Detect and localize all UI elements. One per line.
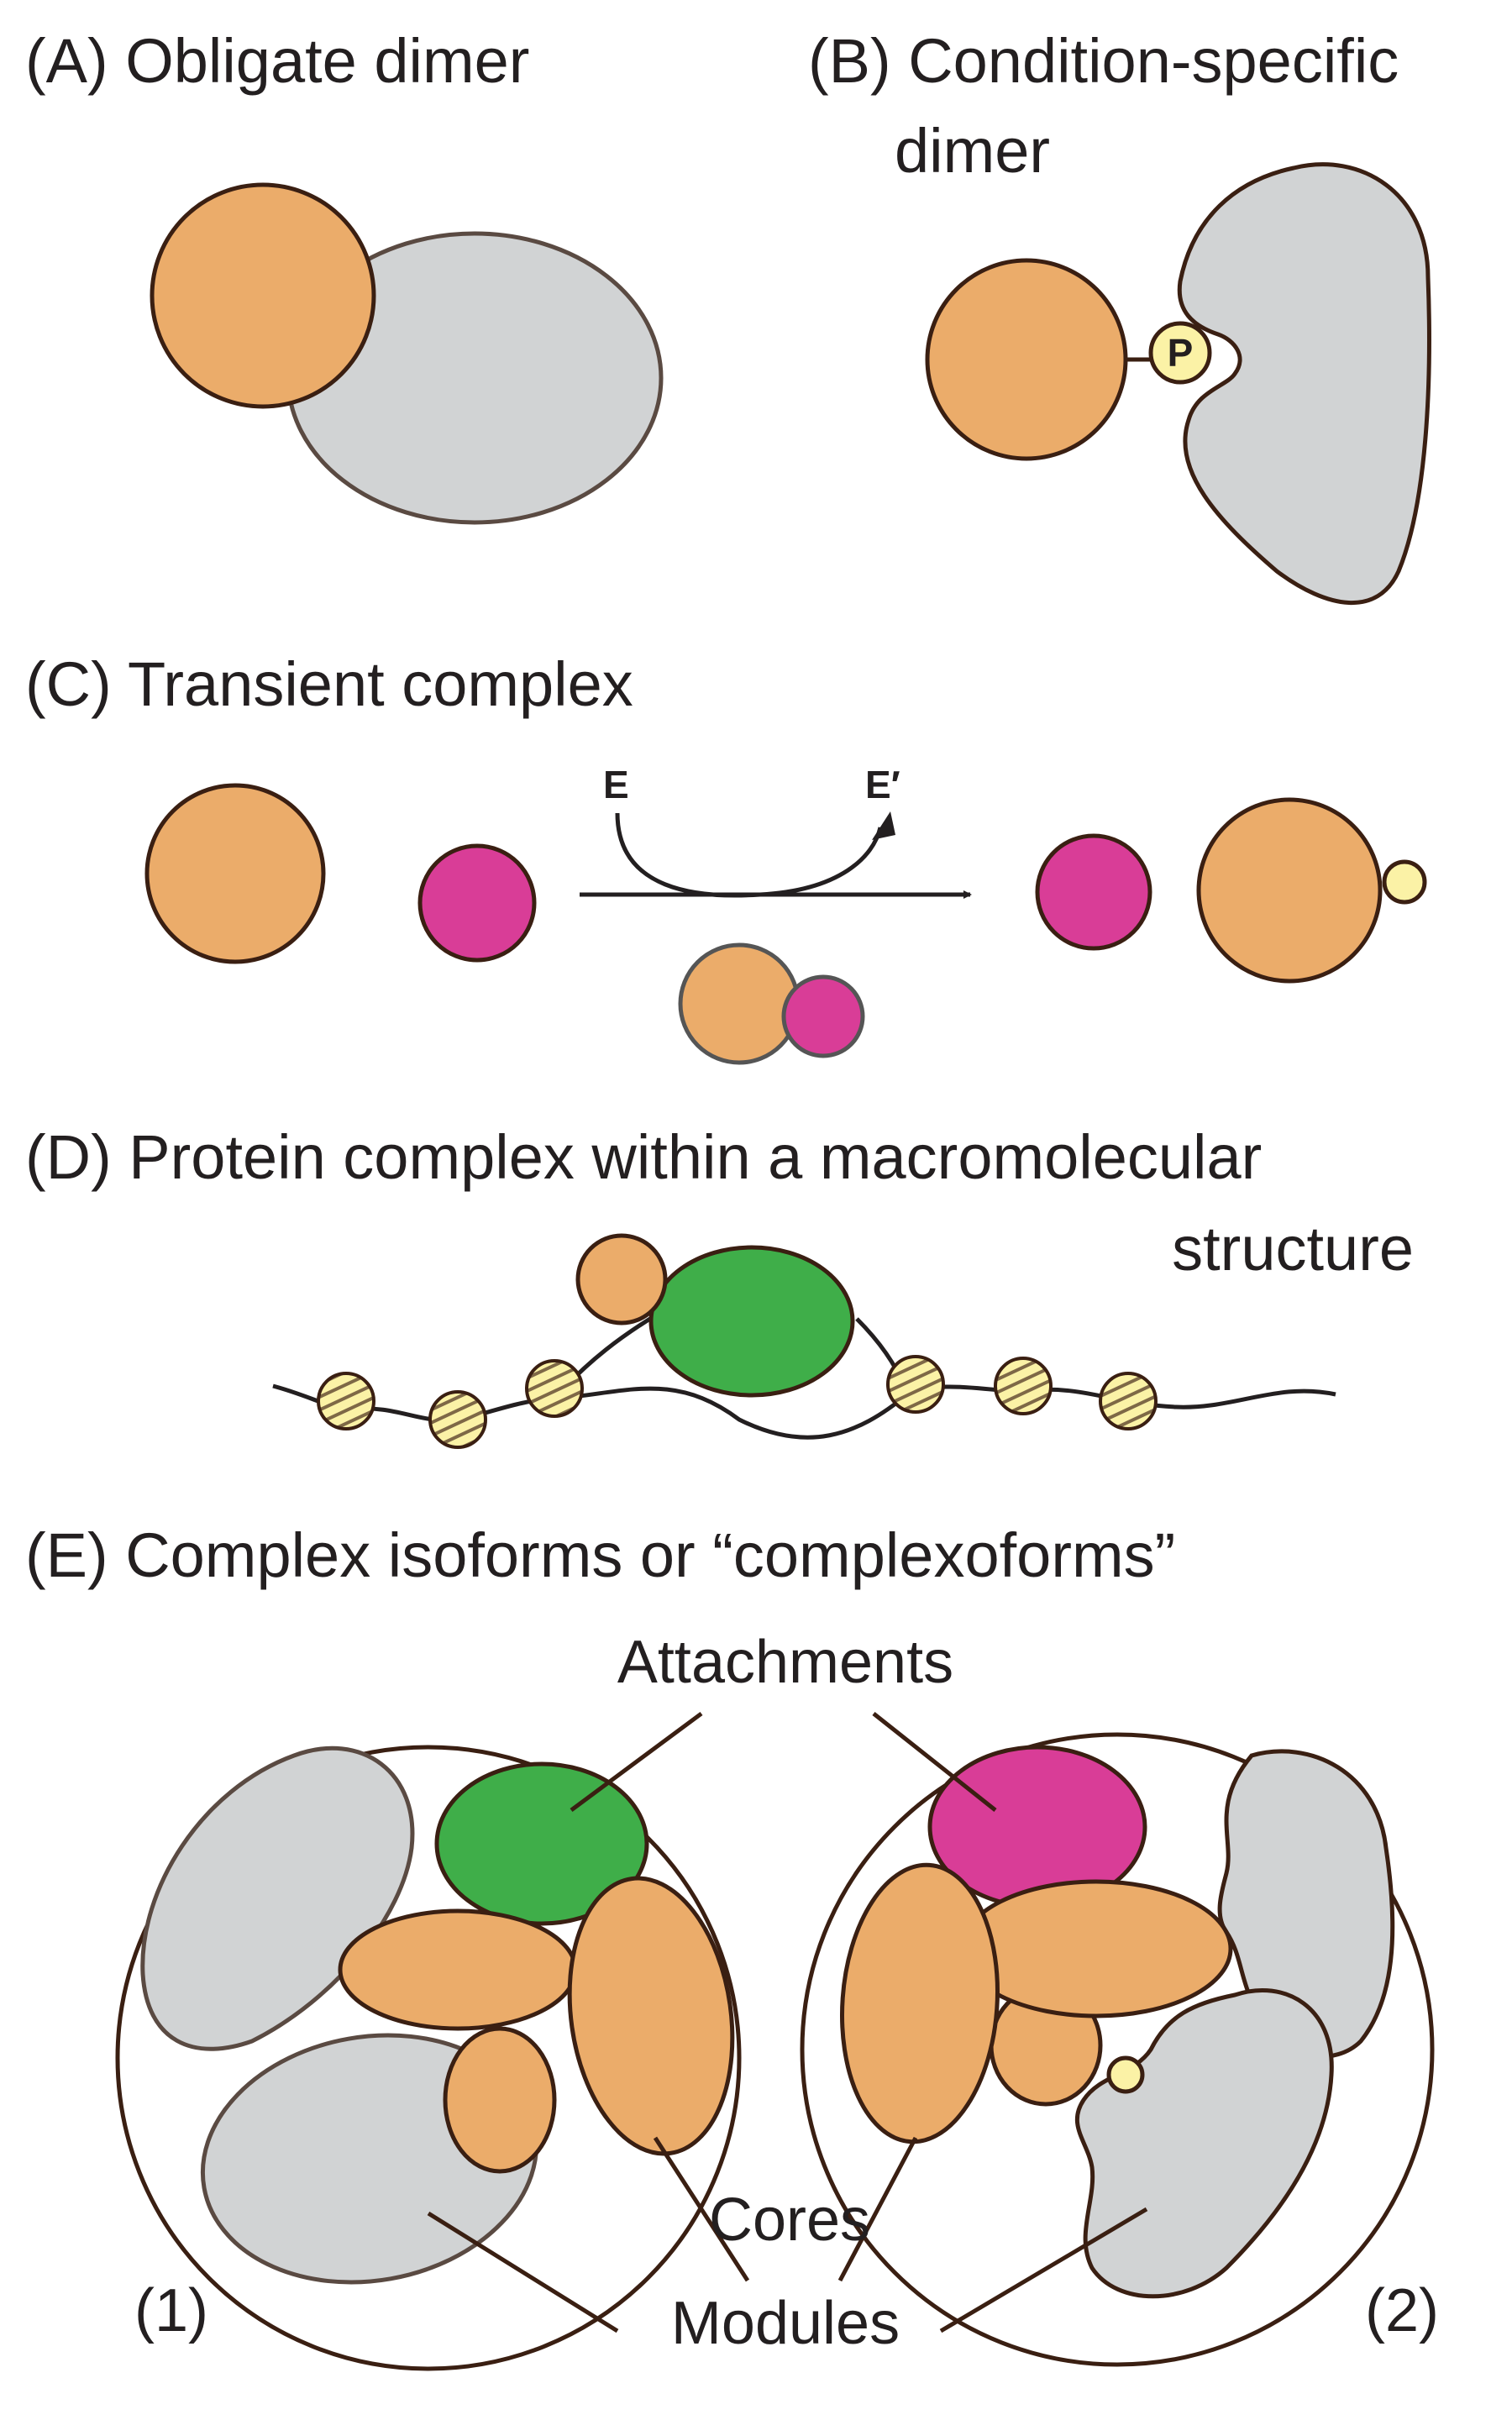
- phosphate-group: [1148, 321, 1212, 385]
- complex-magenta-protein: [781, 974, 865, 1058]
- green-protein: [648, 1245, 855, 1398]
- orange-core: [443, 2026, 557, 2174]
- phosphate-label: P: [1168, 331, 1194, 375]
- orange-protein: [144, 783, 326, 964]
- cores-pointer-2: [837, 2136, 918, 2282]
- phosphate-group: [1382, 859, 1427, 905]
- gray-module: [140, 1745, 415, 2051]
- complexoform-1: (1): [115, 1745, 742, 2371]
- nucleosome: [886, 1355, 945, 1414]
- modules-pointer-1: [427, 2211, 619, 2333]
- nucleosome: [525, 1359, 584, 1418]
- nucleosome: [994, 1357, 1053, 1415]
- panel-b-title-line1: (B) Condition-specific: [808, 26, 1399, 96]
- cores-label: Cores: [709, 2186, 870, 2254]
- orange-core: [959, 1879, 1233, 2018]
- modules-label: Modules: [671, 2290, 900, 2357]
- panel-a: (A) Obligate dimer: [25, 26, 664, 525]
- panel-b: (B) Condition-specific dimer P: [808, 26, 1431, 606]
- orange-protein: [925, 258, 1128, 461]
- complex-orange-protein: [678, 942, 801, 1065]
- attachments-pointer-2: [872, 1712, 997, 1812]
- nucleosome: [428, 1390, 487, 1449]
- nucleosome: [1099, 1372, 1158, 1430]
- orange-protein: [150, 182, 376, 409]
- orange-core: [840, 1862, 1000, 2144]
- cores-pointer-1: [653, 2136, 750, 2282]
- panel-a-title: (A) Obligate dimer: [25, 26, 529, 96]
- green-attachment: [434, 1761, 649, 1926]
- panel-e-title: (E) Complex isoforms or “complexoforms”: [25, 1520, 1175, 1590]
- enzyme-in-label: E: [603, 763, 629, 806]
- panel-c-title: (C) Transient complex: [25, 649, 633, 719]
- panel-d: (D) Protein complex within a macromolecu…: [25, 1122, 1414, 1449]
- orange-core: [338, 1908, 578, 2031]
- attachments-pointer-1: [570, 1711, 703, 1813]
- enzyme-out-label: E′: [865, 763, 900, 806]
- enzyme-arrowhead: [872, 811, 895, 840]
- panel-d-title-line1: (D) Protein complex within a macromolecu…: [25, 1122, 1262, 1192]
- enzyme-curve: [615, 812, 883, 898]
- panel-d-title-line2: structure: [1172, 1214, 1414, 1283]
- attachments-label: Attachments: [617, 1629, 953, 1696]
- panel-b-title-line2: dimer: [895, 116, 1050, 186]
- orange-core: [567, 1876, 735, 2156]
- kidney-protein: [1177, 162, 1431, 606]
- phosphorylated-orange-protein: [1196, 797, 1383, 984]
- panel-e: (E) Complex isoforms or “complexoforms” …: [25, 1520, 1439, 2371]
- phosphate-group: [1106, 2055, 1145, 2094]
- magenta-protein: [417, 843, 537, 963]
- complexoform-2: (2): [800, 1732, 1439, 2367]
- magenta-protein: [1035, 833, 1152, 951]
- nucleosome: [317, 1372, 375, 1430]
- isoform-2-label: (2): [1365, 2277, 1439, 2344]
- orange-protein: [575, 1233, 668, 1325]
- panel-c: (C) Transient complex E E′: [25, 649, 1427, 1065]
- label-pointers: [427, 1711, 1148, 2333]
- modules-pointer-2: [939, 2207, 1148, 2333]
- isoform-1-label: (1): [134, 2277, 208, 2344]
